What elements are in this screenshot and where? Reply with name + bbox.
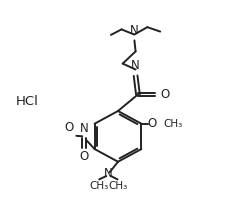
Text: O: O [64, 121, 74, 134]
Text: N: N [104, 167, 113, 180]
Text: O: O [147, 117, 156, 130]
Text: CH₃: CH₃ [164, 119, 183, 129]
Text: CH₃: CH₃ [90, 181, 109, 191]
Text: N: N [131, 59, 140, 72]
Text: N: N [130, 24, 139, 37]
Text: HCl: HCl [16, 95, 39, 108]
Text: O: O [160, 88, 169, 101]
Text: CH₃: CH₃ [108, 181, 127, 191]
Text: O: O [80, 150, 89, 163]
Text: N: N [80, 122, 88, 135]
